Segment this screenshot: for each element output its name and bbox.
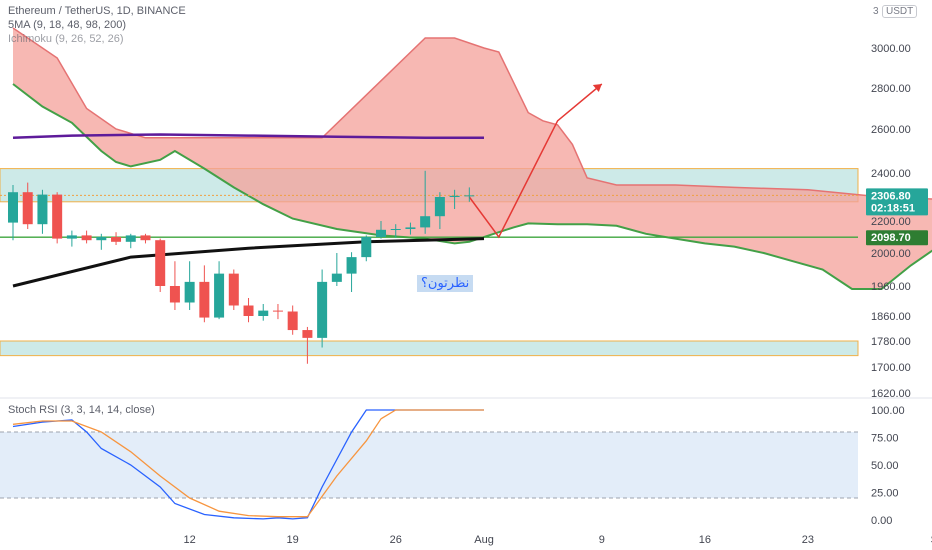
rsi-y-tick-label: 50.00 (871, 460, 899, 472)
stoch-rsi-label[interactable]: Stoch RSI (3, 3, 14, 14, close) (8, 404, 155, 416)
rsi-y-tick-label: 75.00 (871, 433, 899, 445)
stoch-rsi-line (12, 409, 484, 520)
axes-layer: 3000.00 2800.00 2600.00 2400.00 2200.00 2000.… (184, 43, 932, 546)
candle-body (111, 237, 122, 242)
candle-body (361, 237, 372, 258)
sma-indicator-label[interactable]: 5MA (9, 18, 48, 98, 200) (8, 19, 127, 31)
y-tick-label: 2000.00 (871, 248, 911, 260)
level-price-tag: 2098.70 (871, 232, 911, 244)
candle-body (214, 273, 225, 318)
x-tick-label: 12 (184, 534, 196, 546)
sma200-line (12, 133, 484, 140)
candle-body (140, 235, 151, 241)
candle-body (317, 281, 328, 338)
candle-body (449, 195, 460, 197)
rsi-y-tick-label: 0.00 (871, 515, 892, 527)
candle-body (464, 195, 475, 197)
x-tick-label: 9 (599, 534, 605, 546)
ichimoku-indicator-label[interactable]: Ichimoku (9, 26, 52, 26) (8, 33, 124, 45)
y-tick-label: 1620.00 (871, 388, 911, 400)
candle-body (434, 197, 445, 217)
x-tick-label: Sep (931, 534, 932, 546)
last-price-tag-bg (866, 188, 928, 216)
y-tick-label: 1780.00 (871, 336, 911, 348)
support-resistance-zone (0, 340, 859, 357)
projection-arrowhead (592, 84, 602, 92)
candle-body (331, 273, 342, 282)
y-tick-label: 2400.00 (871, 168, 911, 180)
currency-prefix: 3 (873, 6, 879, 17)
candles-layer (8, 170, 475, 364)
candle-body (169, 286, 180, 303)
candle-body (184, 281, 195, 303)
y-tick-label: 1700.00 (871, 362, 911, 374)
x-tick-label: 23 (802, 534, 814, 546)
candle-body (272, 310, 283, 312)
rsi-y-tick-label: 25.00 (871, 488, 899, 500)
rsi-band-fill (0, 432, 858, 498)
ichimoku-cloud (13, 28, 932, 289)
x-tick-label: Aug (474, 534, 494, 546)
candle-body (81, 235, 92, 241)
projection-line (468, 83, 603, 239)
cloud-span-a-line (12, 27, 932, 200)
candle-body (420, 216, 431, 228)
annotation-label[interactable]: نظرتون؟ (417, 275, 474, 292)
candle-body (155, 240, 166, 286)
x-tick-label: 26 (390, 534, 402, 546)
candle-body (405, 227, 416, 229)
candle-body (346, 257, 357, 274)
candle-body (66, 235, 77, 239)
stoch-rsi-pane (0, 397, 932, 520)
candle-body (258, 310, 269, 316)
candle-body (96, 237, 107, 241)
candle-body (199, 281, 210, 318)
candle-body (22, 192, 33, 225)
x-tick-label: 19 (287, 534, 299, 546)
level-price-tag-bg (866, 230, 928, 246)
ichimoku-cloud-layer (12, 27, 932, 290)
stoch-rsi-line (12, 409, 484, 518)
x-tick-label: 16 (699, 534, 711, 546)
y-tick-label: 3000.00 (871, 43, 911, 55)
y-tick-label: 2800.00 (871, 83, 911, 95)
candle-body (228, 273, 239, 306)
rsi-y-tick-label: 100.00 (871, 405, 905, 417)
candle-body (37, 194, 48, 225)
candle-body (376, 229, 386, 237)
candle-body (8, 192, 18, 223)
cloud-span-b-line (12, 83, 932, 290)
last-price-tag: 02:18:51 (871, 202, 915, 214)
y-tick-label: 2200.00 (871, 216, 911, 228)
candle-body (302, 330, 313, 338)
y-tick-label: 1860.00 (871, 311, 911, 323)
currency-selector[interactable]: USDT (882, 5, 918, 18)
chart-title: Ethereum / TetherUS, 1D, BINANCE (8, 5, 186, 17)
candle-body (287, 311, 298, 331)
candle-body (390, 229, 401, 230)
candle-body (243, 305, 254, 316)
candle-body (125, 235, 136, 242)
candle-body (52, 194, 63, 239)
support-trendline (12, 237, 485, 288)
y-tick-label: 1960.00 (871, 281, 911, 293)
indicator-lines-layer (0, 83, 858, 288)
y-tick-label: 2600.00 (871, 124, 911, 136)
last-price-tag: 2306.80 (871, 190, 911, 202)
